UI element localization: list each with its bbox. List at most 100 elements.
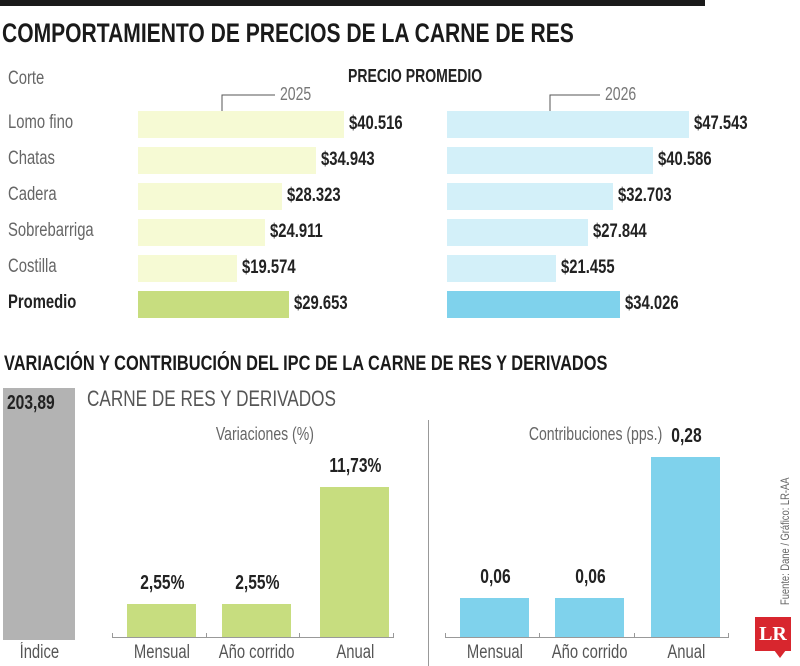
- lr-logo: LR: [755, 617, 791, 651]
- value-label-2026-text: $47.543: [694, 113, 748, 134]
- category-label: Cadera: [8, 184, 70, 206]
- bar-año-corrido: [555, 598, 624, 637]
- bar-2026: [447, 291, 620, 318]
- panel-title-text: Contribuciones (pps.): [529, 424, 663, 444]
- category-label: Anual: [631, 642, 741, 664]
- value-label-2025-text: $29.653: [294, 293, 348, 314]
- x-axis-tick: [205, 633, 207, 638]
- subtitle: CARNE DE RES Y DERIVADOS: [87, 386, 406, 412]
- category-header: Corte: [8, 68, 54, 90]
- value-label-2025: $29.653: [294, 293, 363, 315]
- bar-2026: [447, 111, 689, 138]
- value-label-2026: $27.844: [593, 221, 662, 243]
- value-label-2025-text: $19.574: [242, 257, 296, 278]
- category-label-text: Chatas: [8, 148, 55, 169]
- category-label: Promedio: [8, 292, 96, 314]
- bar-2025: [138, 183, 282, 210]
- category-label: Mensual: [440, 642, 550, 664]
- leader-2025: [221, 94, 275, 118]
- index-value-text: 203,89: [7, 392, 55, 414]
- value-label-2025: $19.574: [242, 257, 311, 279]
- category-label: Chatas: [8, 148, 68, 170]
- series-label-2025: 2025: [280, 84, 320, 105]
- panel-divider: [428, 420, 429, 666]
- value-label-2025: $40.516: [349, 113, 418, 135]
- bar-2026: [447, 147, 653, 174]
- lr-logo-tail: [774, 650, 786, 658]
- panel-title: Variaciones (%): [155, 424, 375, 445]
- page-title: COMPORTAMIENTO DE PRECIOS DE LA CARNE DE…: [2, 18, 735, 49]
- data-label-text: 2,55%: [234, 572, 280, 594]
- bar-2025: [138, 111, 344, 138]
- category-label-text: Lomo fino: [8, 112, 74, 133]
- category-label: Sobrebarriga: [8, 220, 118, 242]
- page-title-text: COMPORTAMIENTO DE PRECIOS DE LA CARNE DE…: [2, 18, 574, 48]
- data-label-text: 0,28: [670, 425, 702, 447]
- data-label: 0,28: [631, 425, 741, 448]
- top-rule: [0, 0, 705, 6]
- category-label: Anual: [300, 642, 410, 664]
- index-label: Índice: [0, 642, 94, 664]
- value-label-2026-text: $27.844: [593, 221, 647, 242]
- bar-anual: [320, 487, 389, 637]
- category-label: Costilla: [8, 256, 70, 278]
- x-axis-tick: [633, 633, 635, 638]
- x-axis-tick: [299, 633, 301, 638]
- data-label-text: 0,06: [574, 566, 606, 588]
- bar-año-corrido: [222, 604, 291, 637]
- index-label-text: Índice: [19, 642, 59, 663]
- bar-2025: [138, 147, 316, 174]
- value-label-2026: $32.703: [618, 185, 687, 207]
- subtitle-text: CARNE DE RES Y DERIVADOS: [87, 386, 336, 411]
- x-axis-tick: [393, 633, 394, 638]
- bar-2026: [447, 219, 588, 246]
- category-label: Año corrido: [202, 642, 312, 664]
- value-label-2026: $40.586: [658, 149, 727, 171]
- category-label-text: Mensual: [466, 642, 524, 663]
- bar-mensual: [127, 604, 196, 637]
- value-label-2025: $34.943: [321, 149, 390, 171]
- value-label-2025-text: $28.323: [287, 185, 341, 206]
- bar-2025: [138, 219, 265, 246]
- index-bar: [3, 388, 75, 640]
- x-axis-tick: [112, 633, 113, 638]
- x-axis-tick: [445, 633, 446, 638]
- data-label-text: 2,55%: [139, 572, 185, 594]
- x-axis-tick: [539, 633, 541, 638]
- value-label-2025-text: $40.516: [349, 113, 403, 134]
- category-label-text: Cadera: [8, 184, 57, 205]
- bar-mensual: [460, 598, 529, 637]
- data-label-text: 11,73%: [328, 455, 382, 477]
- value-label-2026: $21.455: [561, 257, 630, 279]
- value-label-2025: $24.911: [270, 221, 338, 243]
- index-value: 203,89: [7, 392, 68, 415]
- category-label: Año corrido: [535, 642, 645, 664]
- value-label-2025: $28.323: [287, 185, 356, 207]
- value-label-2025-text: $24.911: [270, 221, 323, 242]
- category-label-text: Año corrido: [219, 642, 295, 663]
- bar-2025: [138, 291, 289, 318]
- value-label-2026-text: $32.703: [618, 185, 672, 206]
- category-label: Mensual: [107, 642, 217, 664]
- panel-title-text: Variaciones (%): [215, 424, 315, 444]
- series-label-2026-text: 2026: [605, 84, 637, 104]
- category-label-text: Sobrebarriga: [8, 220, 94, 241]
- bar-2025: [138, 255, 237, 282]
- price-chart-title-text: PRECIO PROMEDIO: [348, 66, 483, 86]
- section-title: VARIACIÓN Y CONTRIBUCIÓN DEL IPC DE LA C…: [4, 352, 778, 376]
- x-axis-tick: [728, 633, 729, 638]
- series-label-2025-text: 2025: [280, 84, 312, 104]
- data-label: 11,73%: [300, 455, 410, 478]
- category-label-text: Anual: [667, 642, 705, 663]
- category-label-text: Anual: [336, 642, 374, 663]
- source-note: Fuente: Dane / Gráfico: LR-AA: [778, 442, 792, 605]
- value-label-2026-text: $21.455: [561, 257, 615, 278]
- category-label-text: Mensual: [133, 642, 191, 663]
- section-title-text: VARIACIÓN Y CONTRIBUCIÓN DEL IPC DE LA C…: [4, 352, 608, 375]
- data-label: 2,55%: [202, 572, 312, 595]
- category-header-text: Corte: [8, 68, 45, 89]
- data-label-text: 0,06: [479, 566, 511, 588]
- category-label: Lomo fino: [8, 112, 91, 134]
- data-label: 0,06: [535, 566, 645, 589]
